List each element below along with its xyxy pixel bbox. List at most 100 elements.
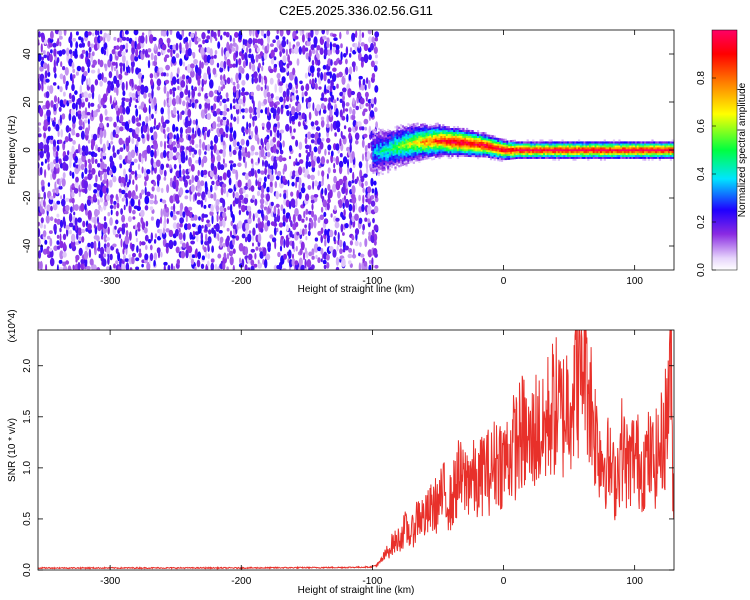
spectrogram-cell [372, 160, 375, 163]
spectrogram-cell [91, 156, 95, 165]
spectrogram-cell [374, 187, 378, 196]
spectrogram-cell [618, 145, 621, 148]
spectrogram-cell [403, 145, 406, 148]
spectrogram-cell [436, 145, 439, 148]
spectrogram-cell [151, 113, 154, 120]
spectrogram-cell [392, 130, 395, 133]
spectrogram-cell [207, 242, 210, 250]
spectrogram-cell [420, 123, 423, 126]
spectrogram-cell [329, 189, 333, 199]
spectrogram-cell [484, 149, 487, 152]
spectrogram-cell [77, 158, 83, 165]
spectrogram-cell [399, 135, 403, 138]
spectrogram-cell [660, 152, 663, 156]
spectrogram-cell [565, 143, 568, 146]
spectrogram-cell [462, 149, 465, 152]
spectrogram-cell [433, 146, 436, 149]
spectrogram-cell [634, 156, 638, 159]
spectrogram-cell [301, 218, 305, 223]
spectrogram-cell [449, 131, 452, 134]
spectrogram-cell [289, 125, 292, 134]
spectrogram-cell [532, 156, 535, 159]
y-tick-label: 1.0 [22, 460, 33, 474]
spectrogram-cell [609, 156, 612, 159]
spectrogram-cell [596, 151, 599, 154]
spectrogram-cell [97, 42, 100, 50]
spectrogram-cell [55, 163, 60, 169]
spectrogram-cell [342, 232, 345, 236]
spectrogram-cell [394, 158, 397, 161]
spectrogram-cell [65, 125, 70, 133]
spectrogram-cell [510, 155, 513, 158]
spectrogram-cell [420, 148, 423, 151]
spectrogram-cell [99, 59, 104, 68]
spectrogram-cell [614, 143, 617, 146]
spectrogram-cell [154, 194, 157, 202]
spectrogram-cell [333, 175, 337, 184]
spectrogram-cell [399, 124, 403, 127]
spectrogram-cell [141, 189, 145, 195]
spectrogram-cell [257, 209, 262, 214]
spectrogram-cell [645, 143, 649, 146]
spectrogram-cell [191, 133, 196, 140]
spectrogram-cell [189, 253, 193, 260]
spectrogram-cell [388, 164, 392, 167]
spectrogram-cell [425, 136, 428, 139]
spectrogram-cell [83, 91, 88, 99]
spectrogram-cell [244, 161, 247, 169]
spectrogram-cell [387, 157, 390, 160]
spectrogram-cell [543, 152, 546, 156]
spectrogram-cell [317, 246, 322, 252]
spectrogram-cell [611, 154, 614, 157]
spectrogram-cell [197, 179, 201, 189]
spectrogram-cell [449, 143, 452, 146]
spectrogram-cell [87, 93, 92, 99]
spectrogram-cell [431, 158, 434, 161]
spectrogram-cell [414, 153, 417, 156]
spectrogram-cell [399, 137, 403, 140]
spectrogram-cell [497, 153, 500, 156]
spectrogram-cell [281, 76, 286, 84]
spectrogram-cell [191, 138, 195, 146]
spectrogram-cell [548, 143, 551, 146]
spectrogram-cell [119, 163, 123, 169]
spectrogram-cell [377, 172, 381, 175]
spectrogram-cell [261, 220, 264, 229]
spectrogram-cell [506, 152, 509, 155]
spectrogram-cell [112, 145, 115, 153]
spectrogram-cell [358, 194, 361, 202]
spectrogram-cell [290, 220, 293, 228]
spectrogram-cell [500, 151, 504, 155]
spectrogram-cell [519, 145, 522, 148]
spectrogram-cell [433, 142, 436, 145]
spectrogram-cell [396, 150, 399, 153]
spectrogram-cell [482, 149, 485, 152]
spectrogram-cell [193, 214, 198, 221]
spectrogram-cell [539, 151, 542, 154]
spectrogram-cell [469, 131, 472, 134]
spectrogram-cell [235, 107, 240, 115]
spectrogram-cell [307, 185, 312, 190]
spectrogram-cell [620, 147, 623, 150]
spectrogram-cell [379, 167, 382, 170]
spectrogram-cell [445, 128, 448, 131]
spectrogram-cell [449, 156, 452, 159]
spectrogram-cell [462, 131, 465, 134]
spectrogram-cell [453, 141, 456, 144]
spectrogram-cell [58, 106, 62, 112]
spectrogram-cell [309, 65, 315, 74]
spectrogram-cell [473, 147, 476, 150]
spectrogram-cell [482, 134, 485, 137]
spectrogram-cell [285, 199, 290, 208]
spectrogram-cell [279, 230, 283, 236]
spectrogram-cell [655, 145, 658, 148]
spectrogram-cell [568, 154, 571, 157]
spectrogram-cell [176, 222, 180, 230]
y-tick-label: 0 [22, 147, 33, 153]
spectrogram-cell [398, 145, 401, 149]
spectrogram-cell [431, 129, 434, 132]
spectrogram-cell [464, 154, 467, 157]
spectrogram-cell [456, 127, 459, 131]
spectrogram-cell [614, 149, 617, 152]
